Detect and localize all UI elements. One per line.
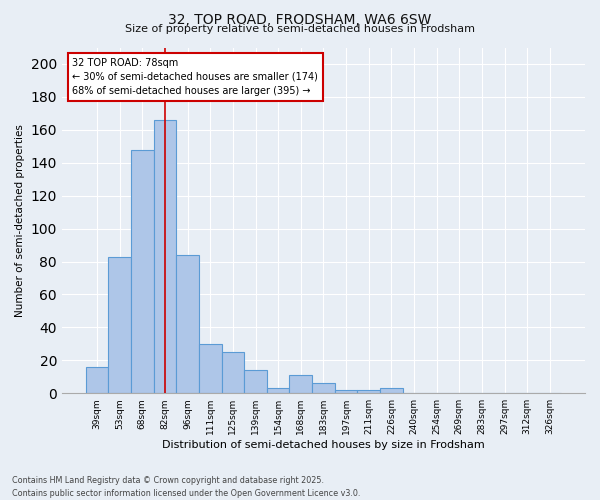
Bar xyxy=(289,375,312,393)
Bar xyxy=(267,388,289,393)
Bar xyxy=(358,390,380,393)
Bar xyxy=(109,256,131,393)
Bar xyxy=(244,370,267,393)
Bar xyxy=(154,120,176,393)
Bar xyxy=(335,390,358,393)
X-axis label: Distribution of semi-detached houses by size in Frodsham: Distribution of semi-detached houses by … xyxy=(162,440,485,450)
Bar xyxy=(312,384,335,393)
Bar xyxy=(86,367,109,393)
Text: Contains HM Land Registry data © Crown copyright and database right 2025.
Contai: Contains HM Land Registry data © Crown c… xyxy=(12,476,361,498)
Bar xyxy=(380,388,403,393)
Bar xyxy=(131,150,154,393)
Text: Size of property relative to semi-detached houses in Frodsham: Size of property relative to semi-detach… xyxy=(125,24,475,34)
Bar xyxy=(199,344,221,393)
Bar xyxy=(176,255,199,393)
Y-axis label: Number of semi-detached properties: Number of semi-detached properties xyxy=(15,124,25,317)
Bar xyxy=(221,352,244,393)
Text: 32, TOP ROAD, FRODSHAM, WA6 6SW: 32, TOP ROAD, FRODSHAM, WA6 6SW xyxy=(169,12,431,26)
Text: 32 TOP ROAD: 78sqm
← 30% of semi-detached houses are smaller (174)
68% of semi-d: 32 TOP ROAD: 78sqm ← 30% of semi-detache… xyxy=(73,58,318,96)
